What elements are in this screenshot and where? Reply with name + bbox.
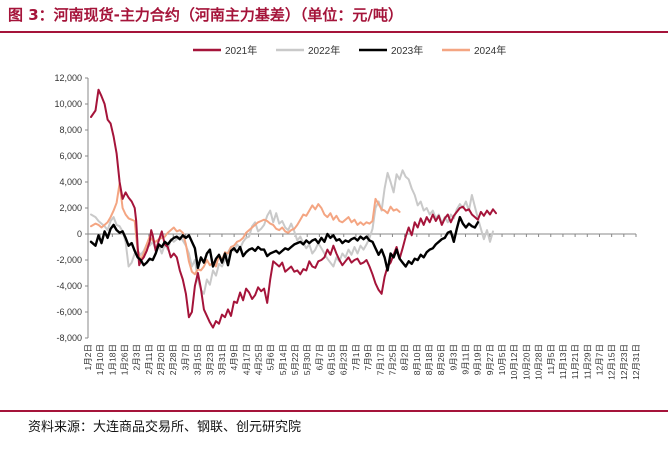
x-tick-label: 8月10日 xyxy=(412,344,422,375)
y-tick-label: 2,000 xyxy=(59,203,82,213)
x-tick-label: 3月7日 xyxy=(180,344,190,370)
y-tick-label: 10,000 xyxy=(54,99,82,109)
x-tick-label: 6月15日 xyxy=(327,344,337,375)
x-tick-label: 1月18日 xyxy=(107,344,117,375)
x-tick-label: 11月21日 xyxy=(570,344,580,379)
y-tick-label: 4,000 xyxy=(59,177,82,187)
x-tick-label: 3月23日 xyxy=(205,344,215,375)
x-tick-label: 7月17日 xyxy=(375,344,385,375)
x-tick-label: 5月30日 xyxy=(302,344,312,375)
x-tick-label: 1月10日 xyxy=(95,344,105,375)
x-tick-label: 9月3日 xyxy=(448,344,458,370)
legend: 2021年 2022年 2023年 2024年 xyxy=(193,44,506,57)
series-line-4 xyxy=(90,182,401,276)
x-tick-label: 10月28日 xyxy=(534,344,544,380)
source-note: 资料来源：大连商品交易所、钢联、创元研究院 xyxy=(28,420,302,435)
y-tick-label: 8,000 xyxy=(59,125,82,135)
x-tick-label: 7月1日 xyxy=(351,344,361,370)
legend-label-1: 2021年 xyxy=(225,44,257,57)
x-tick-label: 3月31日 xyxy=(217,344,227,375)
y-tick-label: -8,000 xyxy=(56,333,82,343)
y-tick-label: 12,000 xyxy=(54,73,82,83)
x-tick-label: 11月29日 xyxy=(582,344,592,379)
x-tick-label: 6月7日 xyxy=(314,344,324,370)
series-line-3 xyxy=(89,215,480,272)
x-tick-label: 2月11日 xyxy=(144,344,154,375)
x-tick-label: 5月6日 xyxy=(266,344,276,370)
x-tick-label: 9月27日 xyxy=(485,344,495,375)
x-tick-label: 7月25日 xyxy=(387,344,397,375)
x-tick-label: 2月20日 xyxy=(156,344,166,375)
x-tick-label: 12月23日 xyxy=(619,344,629,380)
y-tick-label: -6,000 xyxy=(56,307,82,317)
x-tick-label: 4月25日 xyxy=(253,344,263,375)
series-line-2 xyxy=(90,169,494,295)
x-tick-label: 12月7日 xyxy=(594,344,604,375)
x-tick-label: 8月18日 xyxy=(424,344,434,375)
y-tick-label: 0 xyxy=(77,229,82,239)
x-tick-label: 9月11日 xyxy=(461,344,471,375)
x-tick-label: 5月14日 xyxy=(278,344,288,375)
x-tick-label: 11月5日 xyxy=(546,344,556,375)
x-tick-label: 6月23日 xyxy=(339,344,349,375)
x-tick-label: 5月22日 xyxy=(290,344,300,375)
y-tick-label: -4,000 xyxy=(56,281,82,291)
y-tick-label: 6,000 xyxy=(59,151,82,161)
legend-label-3: 2023年 xyxy=(391,44,423,57)
legend-label-4: 2024年 xyxy=(474,44,506,57)
x-axis: 1月2日 1月10日 1月18日 1月26日 2月3日 2月11日 2月20日 2月28日 3月… xyxy=(83,233,641,380)
x-tick-label: 8月2日 xyxy=(400,344,410,370)
x-tick-label: 10月12日 xyxy=(509,344,519,380)
x-tick-label: 4月17日 xyxy=(241,344,251,375)
series-line-1 xyxy=(90,88,497,329)
x-tick-label: 1月2日 xyxy=(83,344,93,370)
x-tick-label: 8月26日 xyxy=(436,344,446,375)
title-rule xyxy=(0,31,668,33)
x-tick-label: 10月20日 xyxy=(521,344,531,380)
x-tick-label: 2月3日 xyxy=(132,344,142,370)
figure-title: 图 3：河南现货-主力合约（河南主力基差）（单位：元/吨） xyxy=(8,6,403,24)
x-tick-label: 1月26日 xyxy=(120,344,130,375)
x-tick-label: 10月5日 xyxy=(497,344,507,375)
y-axis: -8,000 -6,000 -4,000 -2,000 0 2,000 4,000 6,000… xyxy=(54,73,89,343)
x-tick-label: 4月9日 xyxy=(229,344,239,370)
basis-line-chart: 2021年 2022年 2023年 2024年 -8,000-6,000-4,000-… xyxy=(54,44,641,380)
legend-label-2: 2022年 xyxy=(308,44,340,57)
x-tick-label: 3月15日 xyxy=(193,344,203,375)
x-tick-label: 12月15日 xyxy=(607,344,617,380)
x-tick-label: 11月13日 xyxy=(558,344,568,379)
y-tick-label: -2,000 xyxy=(56,255,82,265)
source-rule xyxy=(0,410,668,412)
x-tick-label: 2月28日 xyxy=(168,344,178,375)
series-layer xyxy=(89,88,497,329)
x-tick-label: 9月19日 xyxy=(473,344,483,375)
x-tick-label: 12月31日 xyxy=(631,344,641,380)
x-tick-label: 7月9日 xyxy=(363,344,373,370)
